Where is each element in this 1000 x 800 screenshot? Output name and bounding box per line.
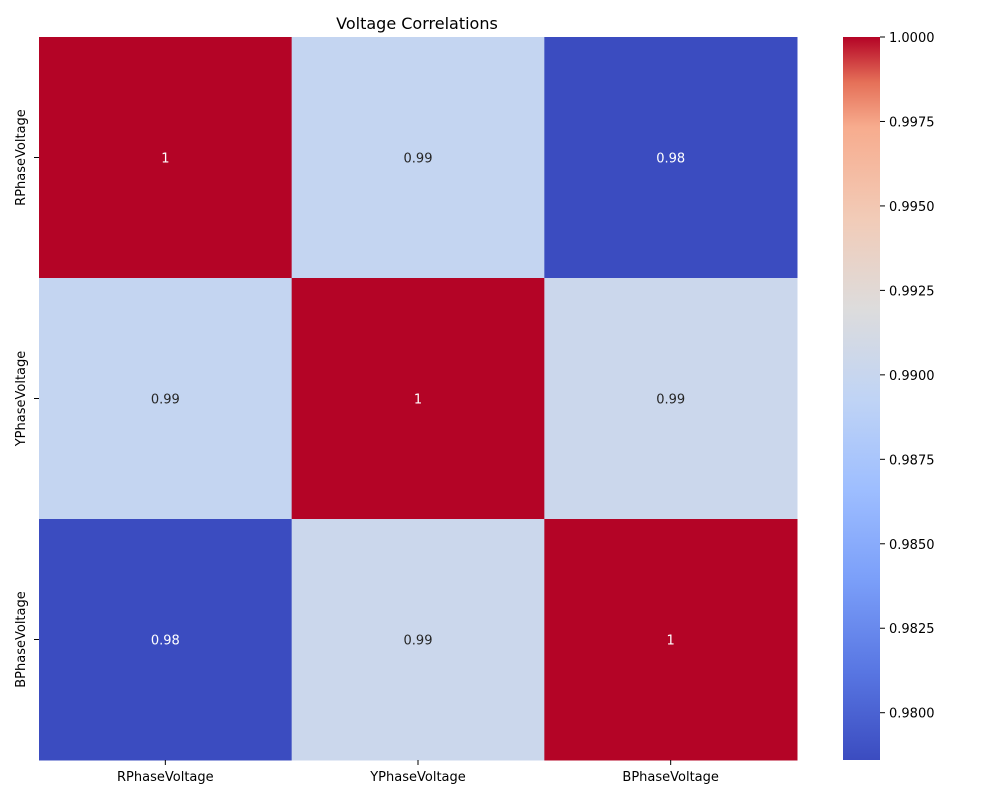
- colorbar-tick-label: 0.9875: [889, 453, 935, 468]
- heatmap-cell: [291, 37, 545, 279]
- colorbar-tick-label: 0.9825: [889, 622, 935, 637]
- colorbar-tick-label: 0.9800: [889, 707, 935, 722]
- y-tick-label: YPhaseVoltage: [14, 351, 29, 448]
- cell-annotation: 0.98: [656, 152, 685, 167]
- heatmap-cell: [39, 278, 293, 520]
- cell-annotation: 1: [667, 634, 675, 649]
- x-tick-label: YPhaseVoltage: [369, 770, 466, 785]
- cell-annotation: 0.99: [151, 393, 180, 408]
- y-axis: RPhaseVoltage YPhaseVoltage BPhaseVoltage: [14, 109, 39, 688]
- heatmap-cell: [544, 278, 798, 520]
- colorbar-tick-label: 0.9975: [889, 115, 935, 130]
- heatmap-cell: [39, 37, 293, 279]
- heatmap-cell: [544, 37, 798, 279]
- colorbar-tick-label: 0.9950: [889, 200, 935, 215]
- cell-annotation: 0.99: [404, 634, 433, 649]
- x-axis: RPhaseVoltage YPhaseVoltage BPhaseVoltage: [117, 760, 719, 785]
- cell-annotation: 0.99: [656, 393, 685, 408]
- cell-annotation: 1: [414, 393, 422, 408]
- colorbar-tick-label: 0.9900: [889, 369, 935, 384]
- cell-annotation: 0.99: [404, 152, 433, 167]
- colorbar-tick-label: 1.0000: [889, 31, 935, 46]
- heatmap-cell: [291, 519, 545, 761]
- y-tick-label: RPhaseVoltage: [14, 109, 29, 206]
- y-tick-label: BPhaseVoltage: [14, 591, 29, 688]
- colorbar-gradient: [843, 37, 880, 760]
- heatmap-cell: [291, 278, 545, 520]
- x-tick-label: BPhaseVoltage: [622, 770, 719, 785]
- colorbar: 0.9800 0.9825 0.9850 0.9875 0.9900 0.9925 0.99…: [843, 31, 935, 760]
- colorbar-tick-label: 0.9850: [889, 538, 935, 553]
- cell-annotation: 1: [161, 152, 169, 167]
- x-tick-label: RPhaseVoltage: [117, 770, 214, 785]
- colorbar-tick-label: 0.9925: [889, 284, 935, 299]
- heatmap-cell: [544, 519, 798, 761]
- cell-annotation: 0.98: [151, 634, 180, 649]
- heatmap-cell: [39, 519, 293, 761]
- heatmap-cells: 1 0.99 0.98 0.99 1 0.99 0.98 0.99 1: [39, 37, 798, 761]
- chart-title: Voltage Correlations: [336, 14, 498, 33]
